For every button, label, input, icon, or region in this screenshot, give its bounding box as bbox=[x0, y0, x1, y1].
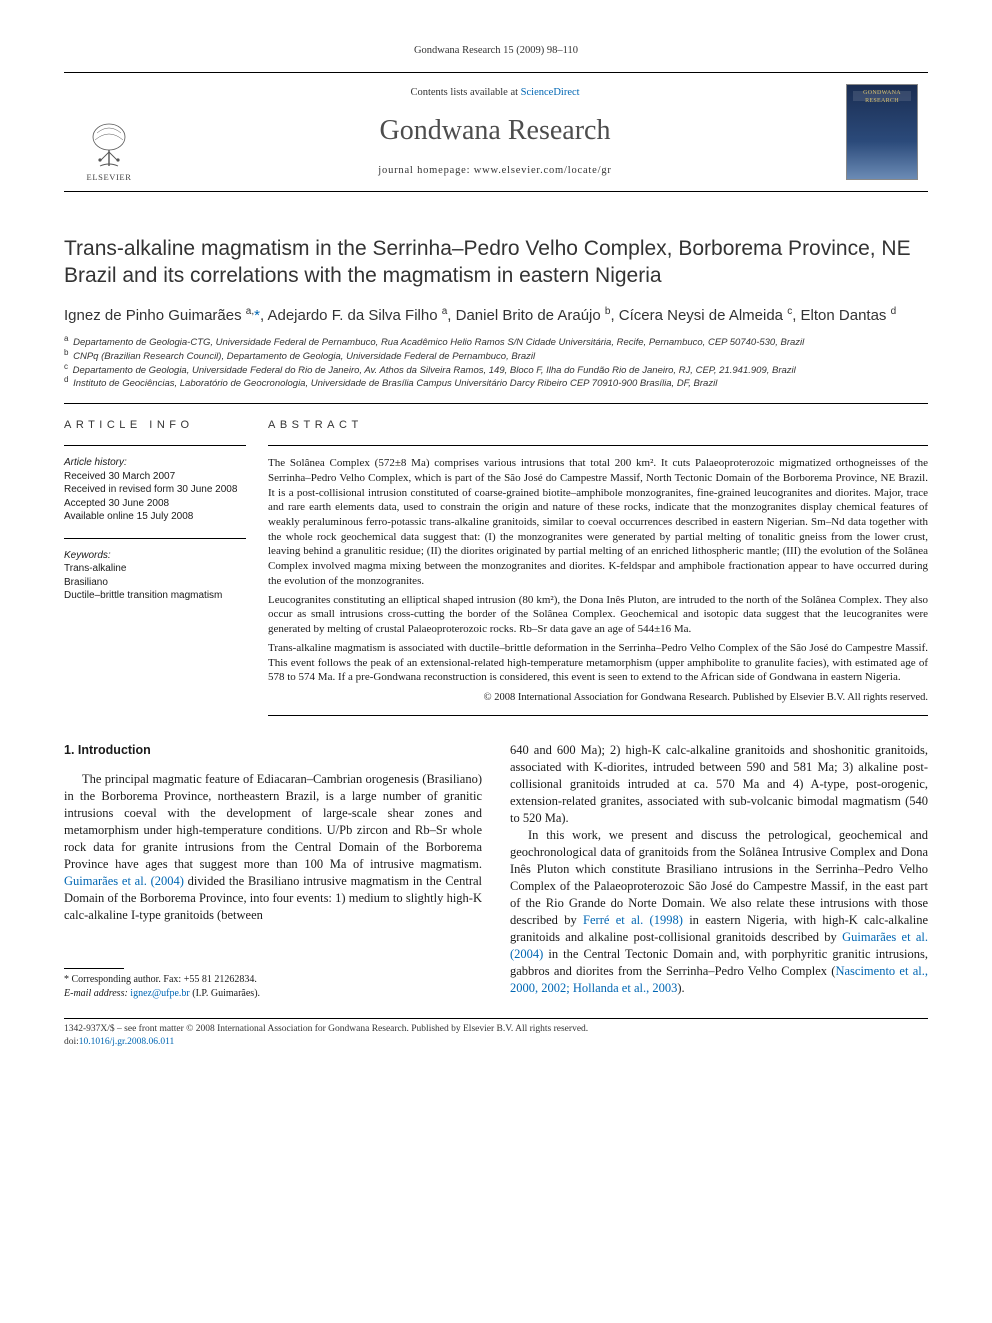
body-paragraph: In this work, we present and discuss the… bbox=[510, 827, 928, 997]
keyword: Trans-alkaline bbox=[64, 562, 246, 576]
cover-thumb-block: GONDWANA RESEARCH bbox=[836, 73, 928, 191]
cover-label: GONDWANA RESEARCH bbox=[847, 89, 917, 105]
affil-key: d bbox=[64, 375, 68, 384]
journal-homepage-line: journal homepage: www.elsevier.com/locat… bbox=[162, 164, 828, 178]
corr-email-link[interactable]: ignez@ufpe.br bbox=[130, 988, 189, 999]
affiliation: a Departamento de Geologia-CTG, Universi… bbox=[64, 336, 928, 350]
masthead-center: Contents lists available at ScienceDirec… bbox=[154, 73, 836, 191]
affil-key: b bbox=[64, 348, 68, 357]
doi-prefix: doi: bbox=[64, 1037, 79, 1047]
keyword: Brasiliano bbox=[64, 576, 246, 590]
article-title: Trans-alkaline magmatism in the Serrinha… bbox=[64, 236, 928, 290]
sciencedirect-link[interactable]: ScienceDirect bbox=[521, 87, 580, 98]
affil-text: Departamento de Geologia, Universidade F… bbox=[73, 365, 796, 376]
homepage-url: www.elsevier.com/locate/gr bbox=[474, 165, 612, 176]
email-line: E-mail address: ignez@ufpe.br (I.P. Guim… bbox=[64, 987, 482, 1001]
email-tail: (I.P. Guimarães). bbox=[190, 988, 260, 999]
body-paragraph: The principal magmatic feature of Ediaca… bbox=[64, 771, 482, 924]
footer-copyright: 1342-937X/$ – see front matter © 2008 In… bbox=[64, 1023, 928, 1036]
column-right: 640 and 600 Ma); 2) high-K calc-alkaline… bbox=[510, 742, 928, 1000]
affiliation: b CNPq (Brazilian Research Council), Dep… bbox=[64, 350, 928, 364]
journal-cover-thumbnail: GONDWANA RESEARCH bbox=[846, 84, 918, 180]
affil-key: a bbox=[64, 334, 68, 343]
affil-text: Instituto de Geociências, Laboratório de… bbox=[73, 378, 717, 389]
journal-masthead: ELSEVIER Contents lists available at Sci… bbox=[64, 72, 928, 192]
affiliation: d Instituto de Geociências, Laboratório … bbox=[64, 377, 928, 391]
running-head: Gondwana Research 15 (2009) 98–110 bbox=[64, 44, 928, 58]
affil-text: Departamento de Geologia-CTG, Universida… bbox=[73, 337, 804, 348]
elsevier-logo: ELSEVIER bbox=[78, 111, 140, 183]
homepage-prefix: journal homepage: bbox=[378, 165, 473, 176]
body-columns: 1. Introduction The principal magmatic f… bbox=[64, 742, 928, 1000]
history-label: Article history: bbox=[64, 456, 246, 470]
abstract-paragraph: The Solânea Complex (572±8 Ma) comprises… bbox=[268, 456, 928, 589]
affil-text: CNPq (Brazilian Research Council), Depar… bbox=[73, 351, 535, 362]
abstract-paragraph: Trans-alkaline magmatism is associated w… bbox=[268, 641, 928, 685]
history-line: Accepted 30 June 2008 bbox=[64, 497, 246, 511]
keywords-block: Keywords: Trans-alkaline Brasiliano Duct… bbox=[64, 549, 246, 603]
page-footer: 1342-937X/$ – see front matter © 2008 In… bbox=[64, 1018, 928, 1049]
publisher-name: ELSEVIER bbox=[87, 172, 132, 183]
publisher-logo-block: ELSEVIER bbox=[64, 73, 154, 191]
affiliations: a Departamento de Geologia-CTG, Universi… bbox=[64, 336, 928, 391]
abstract-paragraph: Leucogranites constituting an elliptical… bbox=[268, 593, 928, 637]
body-paragraph: 640 and 600 Ma); 2) high-K calc-alkaline… bbox=[510, 742, 928, 827]
history-line: Available online 15 July 2008 bbox=[64, 510, 246, 524]
abstract-copyright: © 2008 International Association for Gon… bbox=[268, 691, 928, 705]
article-info: article info Article history: Received 3… bbox=[64, 404, 268, 716]
contents-lists-line: Contents lists available at ScienceDirec… bbox=[162, 86, 828, 100]
corr-line: * Corresponding author. Fax: +55 81 2126… bbox=[64, 973, 482, 987]
doi-link[interactable]: 10.1016/j.gr.2008.06.011 bbox=[79, 1037, 174, 1047]
abstract-heading: abstract bbox=[268, 418, 928, 433]
keywords-label: Keywords: bbox=[64, 549, 246, 563]
page: Gondwana Research 15 (2009) 98–110 ELSEV… bbox=[0, 0, 992, 1077]
elsevier-tree-icon bbox=[84, 120, 134, 170]
section-heading: 1. Introduction bbox=[64, 742, 482, 759]
journal-name: Gondwana Research bbox=[162, 112, 828, 150]
history-line: Received in revised form 30 June 2008 bbox=[64, 483, 246, 497]
keyword: Ductile–brittle transition magmatism bbox=[64, 589, 246, 603]
contents-prefix: Contents lists available at bbox=[410, 87, 520, 98]
footnote-rule bbox=[64, 968, 124, 969]
info-rule bbox=[64, 445, 246, 446]
history-line: Received 30 March 2007 bbox=[64, 470, 246, 484]
author-list: Ignez de Pinho Guimarães a,*, Adejardo F… bbox=[64, 306, 928, 326]
email-label: E-mail address: bbox=[64, 988, 128, 999]
article-history: Article history: Received 30 March 2007 … bbox=[64, 456, 246, 524]
abstract-rule-bottom bbox=[268, 715, 928, 716]
corresponding-author-footnote: * Corresponding author. Fax: +55 81 2126… bbox=[64, 973, 482, 1000]
abstract: abstract The Solânea Complex (572±8 Ma) … bbox=[268, 404, 928, 716]
abstract-rule bbox=[268, 445, 928, 446]
info-rule bbox=[64, 538, 246, 539]
affil-key: c bbox=[64, 362, 68, 371]
footer-doi: doi:10.1016/j.gr.2008.06.011 bbox=[64, 1036, 928, 1049]
article-info-heading: article info bbox=[64, 418, 246, 433]
info-abstract-row: article info Article history: Received 3… bbox=[64, 403, 928, 716]
column-left: 1. Introduction The principal magmatic f… bbox=[64, 742, 482, 1000]
affiliation: c Departamento de Geologia, Universidade… bbox=[64, 364, 928, 378]
